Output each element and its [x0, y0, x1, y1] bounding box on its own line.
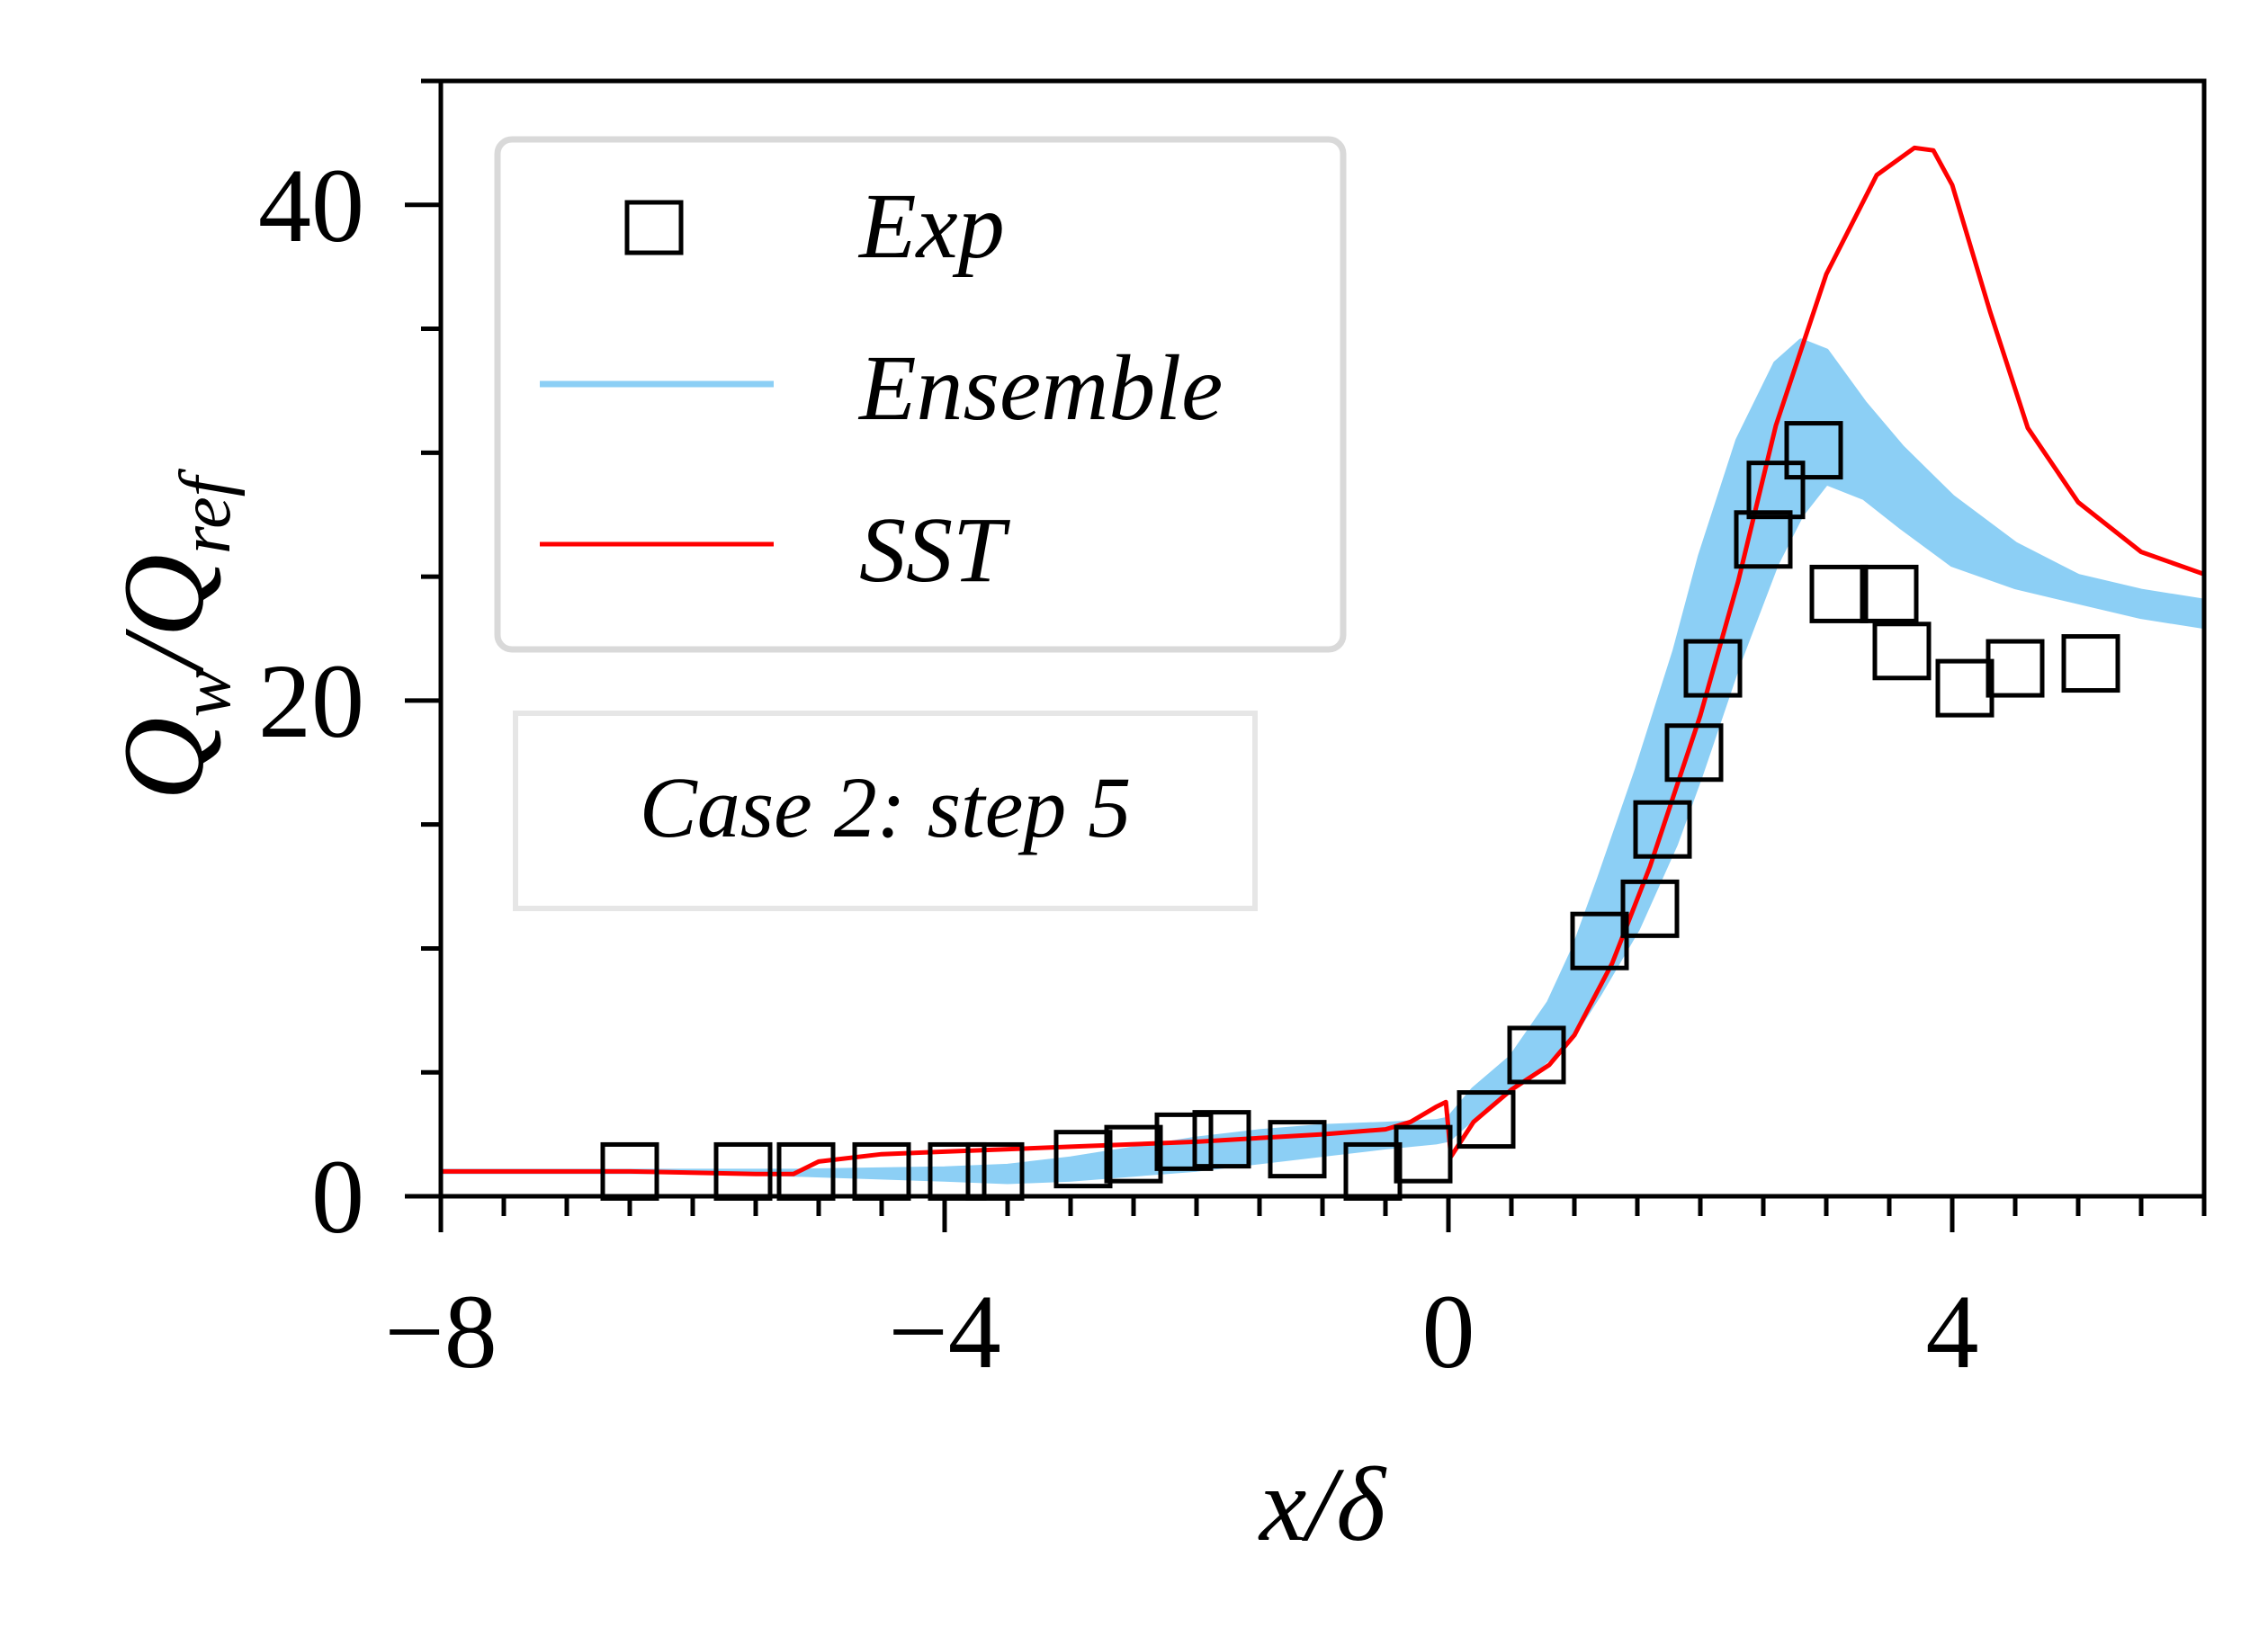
- x-tick-label: −8: [384, 1273, 498, 1391]
- legend: Exp Ensemble SST: [494, 136, 1347, 653]
- y-axis-ticks: [405, 78, 441, 1199]
- case-annotation: Case 2: step 5: [513, 711, 1258, 911]
- case-annotation-box: [513, 711, 1258, 911]
- exp-marker: [1746, 461, 1806, 520]
- case-annotation-text: Case 2: step 5: [640, 759, 1132, 855]
- x-axis-tick-labels: −8 −4 0 4: [384, 1273, 1978, 1391]
- exp-marker: [1860, 564, 1919, 623]
- legend-box: [494, 136, 1347, 653]
- x-tick-label: 0: [1422, 1273, 1475, 1391]
- exp-marker: [1104, 1124, 1163, 1184]
- y-axis-tick-labels: 0 20 40: [258, 147, 364, 1256]
- exp-marker: [1570, 911, 1629, 971]
- exp-marker: [1154, 1112, 1214, 1171]
- legend-exp-label: Exp: [857, 174, 1005, 278]
- legend-ensemble-label: Ensemble: [857, 336, 1223, 440]
- y-tick-label: 20: [258, 642, 364, 760]
- x-tick-label: −4: [888, 1273, 1001, 1391]
- exp-marker: [1872, 622, 1932, 681]
- x-tick-label: 4: [1926, 1273, 1979, 1391]
- x-axis-title: x/δ: [1258, 1445, 1387, 1563]
- exp-marker: [1457, 1090, 1516, 1149]
- exp-marker: [1507, 1025, 1566, 1085]
- exp-marker: [1053, 1130, 1113, 1189]
- legend-sst-label: SST: [859, 498, 1010, 602]
- exp-marker: [1683, 639, 1743, 698]
- exp-marker: [1986, 639, 2045, 698]
- y-tick-label: 40: [258, 147, 364, 264]
- exp-series: [600, 421, 2120, 1201]
- exp-marker: [1394, 1124, 1453, 1184]
- exp-marker: [1633, 800, 1692, 859]
- exp-marker: [1664, 723, 1724, 783]
- sst-series: [441, 145, 2204, 1176]
- y-tick-label: 0: [311, 1138, 364, 1256]
- sst-line: [441, 145, 2204, 1176]
- exp-marker: [1620, 879, 1680, 938]
- exp-marker: [1784, 421, 1843, 480]
- exp-marker: [1809, 564, 1869, 623]
- exp-marker: [1935, 658, 1995, 718]
- legend-exp-marker: [624, 200, 684, 255]
- exp-marker: [1734, 510, 1793, 569]
- x-axis-ticks: [438, 1196, 2207, 1232]
- exp-marker: [1268, 1120, 1327, 1179]
- exp-marker: [2061, 634, 2120, 693]
- y-axis-title: Qw/Qref: [100, 468, 246, 800]
- exp-marker: [1192, 1110, 1251, 1169]
